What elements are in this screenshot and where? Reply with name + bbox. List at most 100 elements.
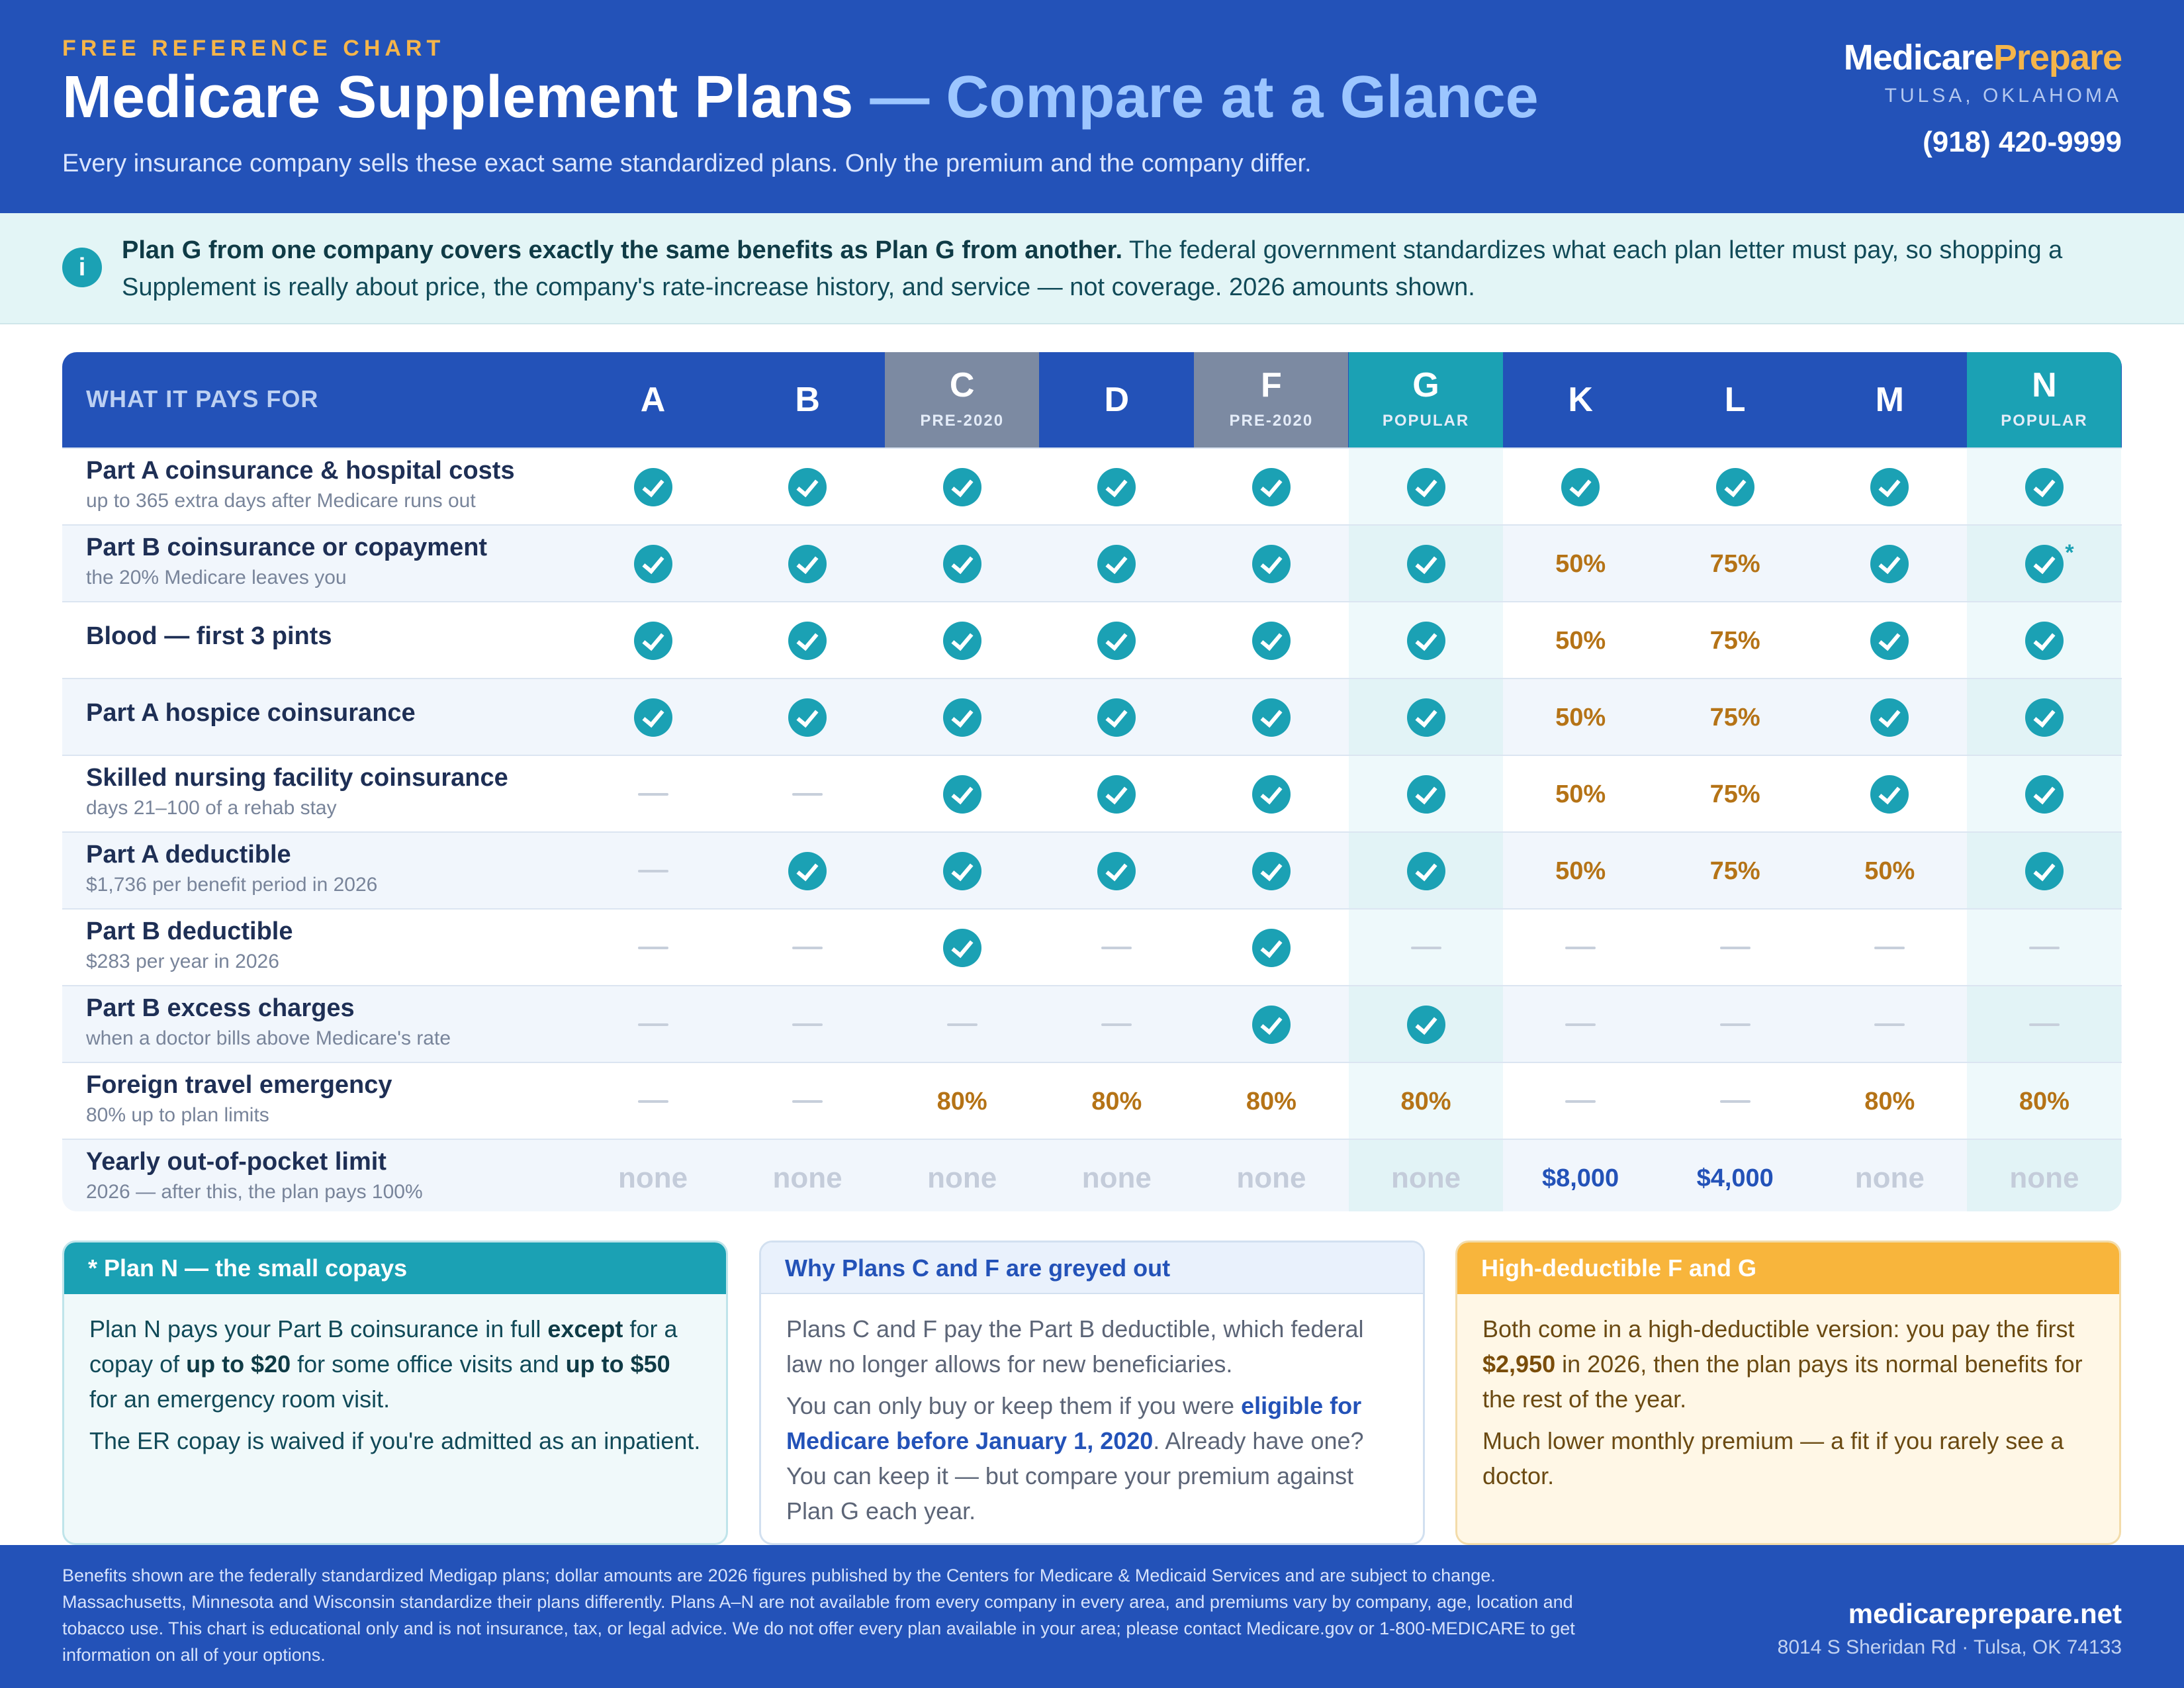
no-limit-text: none [1390, 1162, 1461, 1194]
checkmark-icon [1406, 775, 1445, 814]
checkmark-icon [1406, 545, 1445, 583]
checkmark-icon [1097, 545, 1136, 583]
cell-plan-l [1658, 449, 1812, 526]
cell-plan-f [1194, 449, 1348, 526]
benefit-title: Part B excess charges [86, 994, 355, 1022]
banner-lead: Plan G from one company covers exactly t… [122, 236, 1123, 264]
checkmark-icon [1406, 1006, 1445, 1044]
coverage-percent: 75% [1709, 549, 1760, 578]
plan-n-box-body: Plan N pays your Part B coinsurance in f… [64, 1294, 726, 1458]
checkmark-icon [2025, 622, 2064, 660]
coverage-percent: 80% [2019, 1087, 2070, 1115]
cell-plan-l: 75% [1658, 526, 1812, 602]
text-span: You can only buy or keep them if you wer… [786, 1392, 1242, 1419]
table-row: Skilled nursing facility coinsurance days… [62, 755, 2122, 833]
asterisk-marker: * [2065, 540, 2074, 565]
benefit-subtitle: up to 365 extra days after Medicare runs… [86, 490, 476, 512]
text-span: Plan N pays your Part B coinsurance in f… [89, 1315, 548, 1342]
not-covered-dash [1101, 1023, 1132, 1026]
cell-plan-d [1040, 833, 1194, 910]
title-main: Medicare Supplement Plans [62, 64, 854, 130]
table-row: Part B deductible $283 per year in 2026 [62, 908, 2122, 986]
checkmark-icon [788, 698, 827, 737]
cell-plan-f [1194, 526, 1348, 602]
checkmark-icon [1870, 622, 1909, 660]
table-row: Part A deductible $1,736 per benefit peri… [62, 831, 2122, 910]
checkmark-icon [1251, 775, 1291, 814]
not-covered-dash [792, 1100, 823, 1103]
brand-logo: MedicarePrepare [1844, 37, 2122, 78]
cell-plan-f [1194, 602, 1348, 679]
cell-plan-g [1349, 526, 1503, 602]
plan-letter: B [795, 381, 820, 419]
benefit-title: Part A hospice coinsurance [86, 699, 416, 727]
website-link[interactable]: medicareprepare.net [1848, 1598, 2122, 1629]
benefit-title: Part B coinsurance or copayment [86, 534, 488, 561]
checkmark-icon [2025, 468, 2064, 506]
text-span: Both come in a high-deductible version: … [1482, 1315, 2075, 1342]
cell-plan-k: $8,000 [1504, 1140, 1658, 1211]
not-covered-dash [946, 1023, 978, 1026]
cell-plan-k: 50% [1504, 526, 1658, 602]
text-bold: up to $20 [186, 1350, 291, 1378]
checkmark-icon [1715, 468, 1754, 506]
cell-plan-a: none [576, 1140, 730, 1211]
cell-plan-g [1349, 833, 1503, 910]
cell-plan-f [1194, 756, 1348, 833]
cell-plan-l: 75% [1658, 833, 1812, 910]
cell-plan-d [1040, 449, 1194, 526]
benefit-subtitle: 2026 — after this, the plan pays 100% [86, 1181, 423, 1203]
cell-plan-n [1967, 449, 2121, 526]
checkmark-icon [1097, 852, 1136, 890]
plan-header-f: F PRE-2020 [1194, 352, 1349, 447]
cell-plan-b [731, 449, 885, 526]
cell-plan-m [1813, 756, 1967, 833]
cell-plan-d [1040, 986, 1194, 1063]
cell-plan-a [576, 526, 730, 602]
not-covered-dash [792, 947, 823, 949]
checkmark-icon [1251, 929, 1291, 967]
cell-plan-a [576, 910, 730, 986]
checkmark-icon [1251, 852, 1291, 890]
cell-plan-b [731, 986, 885, 1063]
benefit-subtitle: days 21–100 of a rehab stay [86, 797, 337, 819]
cell-plan-k: 50% [1504, 756, 1658, 833]
coverage-percent: 75% [1709, 857, 1760, 885]
cell-plan-a [576, 602, 730, 679]
cell-plan-d: none [1040, 1140, 1194, 1211]
not-covered-dash [1874, 947, 1905, 949]
not-covered-dash [1565, 1100, 1596, 1103]
table-header: WHAT IT PAYS FOR A B C PRE-2020 D F PRE-2020 G P… [62, 352, 2122, 447]
plan-header-a: A [576, 352, 730, 447]
cell-plan-m: 50% [1813, 833, 1967, 910]
text-bold: $2,950 [1482, 1350, 1556, 1378]
checkmark-icon [788, 468, 827, 506]
no-limit-text: none [772, 1162, 842, 1194]
not-covered-dash [637, 793, 668, 796]
cell-plan-k [1504, 910, 1658, 986]
coverage-percent: 75% [1709, 703, 1760, 731]
benefit-title: Part A coinsurance & hospital costs [86, 457, 515, 485]
plan-n-box-title: * Plan N — the small copays [64, 1243, 726, 1294]
plans-c-f-box-title: Why Plans C and F are greyed out [761, 1243, 1423, 1294]
coverage-percent: 80% [1246, 1087, 1297, 1115]
checkmark-icon [633, 468, 672, 506]
checkmark-icon [1870, 775, 1909, 814]
text-span: . Already have one? You can keep it — bu… [786, 1427, 1364, 1524]
info-icon: i [62, 248, 102, 287]
cell-plan-n [1967, 679, 2121, 756]
coverage-percent: 50% [1555, 549, 1606, 578]
cell-plan-n [1967, 986, 2121, 1063]
plan-header-l: L [1658, 352, 1812, 447]
checkmark-icon [1097, 698, 1136, 737]
disclaimer-text: Benefits shown are the federally standar… [62, 1566, 1575, 1665]
checkmark-icon [942, 545, 981, 583]
plan-tag: PRE-2020 [1229, 412, 1314, 430]
not-covered-dash [1101, 947, 1132, 949]
cell-plan-m [1813, 526, 1967, 602]
cell-plan-g: none [1349, 1140, 1503, 1211]
phone-number[interactable]: (918) 420-9999 [1923, 126, 2122, 158]
plan-letter: F [1261, 366, 1282, 404]
info-banner: i Plan G from one company covers exactly… [0, 213, 2184, 324]
checkmark-icon [2025, 775, 2064, 814]
